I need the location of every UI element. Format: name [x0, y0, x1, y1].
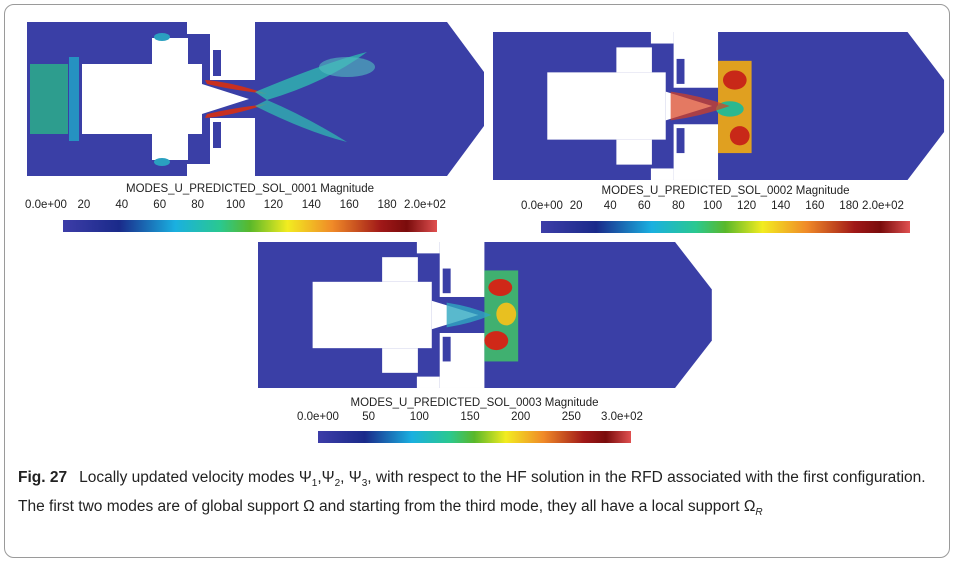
colorbar-tick-label: 120: [264, 199, 283, 211]
colorbar-tick-label: 20: [570, 200, 583, 212]
mode-1-field: [27, 22, 484, 176]
caption-subscript: 3: [361, 478, 368, 490]
colorbar-tick-label: 250: [562, 411, 581, 423]
colorbar-tick-label: 0.0e+00: [521, 200, 563, 212]
colorbar-tick-label: 200: [511, 411, 530, 423]
colorbar-tick-label: 120: [737, 200, 756, 212]
colorbar-title: MODES_U_PREDICTED_SOL_0003 Magnitude: [350, 397, 598, 409]
caption-subscript: 2: [334, 478, 341, 490]
caption-subscript: 1: [311, 478, 318, 490]
colorbar-tick-label: 100: [226, 199, 245, 211]
colorbar-tick-label: 160: [805, 200, 824, 212]
colorbar: [318, 431, 631, 443]
colorbar-tick-label: 2.0e+02: [404, 199, 446, 211]
colorbar-tick-label: 3.0e+02: [601, 411, 643, 423]
colorbar-title: MODES_U_PREDICTED_SOL_0002 Magnitude: [601, 185, 849, 197]
colorbar-tick-label: 40: [115, 199, 128, 211]
mode-2-field: [493, 32, 945, 180]
colorbar-tick-label: 180: [839, 200, 858, 212]
colorbar-tick-label: 60: [638, 200, 651, 212]
caption-text: , with respect to the HF solution in the…: [18, 469, 926, 516]
colorbar-tick-label: 60: [153, 199, 166, 211]
colorbar-tick-label: 160: [340, 199, 359, 211]
caption: Fig. 27 Locally updated velocity modes Ψ1…: [18, 466, 943, 524]
colorbar-tick-label: 180: [378, 199, 397, 211]
colorbar-tick-label: 20: [78, 199, 91, 211]
colorbar: [63, 220, 437, 232]
colorbar-tick-label: 100: [703, 200, 722, 212]
colorbar: [541, 221, 910, 233]
figure-label: Fig. 27: [18, 469, 68, 486]
colorbar-tick-label: 100: [410, 411, 429, 423]
colorbar-tick-label: 40: [604, 200, 617, 212]
colorbar-tick-label: 80: [672, 200, 685, 212]
caption-text: Locally updated velocity modes Ψ: [79, 469, 312, 486]
caption-subscript: R: [755, 507, 763, 519]
mode-3-field: [258, 242, 712, 388]
colorbar-title: MODES_U_PREDICTED_SOL_0001 Magnitude: [126, 183, 374, 195]
caption-text: ,Ψ: [317, 469, 335, 486]
caption-text: , Ψ: [340, 469, 362, 486]
colorbar-tick-label: 80: [191, 199, 204, 211]
figure-frame: [4, 4, 950, 558]
colorbar-tick-label: 140: [771, 200, 790, 212]
colorbar-tick-label: 140: [302, 199, 321, 211]
colorbar-tick-label: 2.0e+02: [862, 200, 904, 212]
colorbar-tick-label: 150: [460, 411, 479, 423]
colorbar-tick-label: 0.0e+00: [297, 411, 339, 423]
figure: MODES_U_PREDICTED_SOL_0001 Magnitude 0.0e…: [25, 22, 945, 443]
colorbar-tick-label: 50: [362, 411, 375, 423]
colorbar-tick-label: 0.0e+00: [25, 199, 67, 211]
